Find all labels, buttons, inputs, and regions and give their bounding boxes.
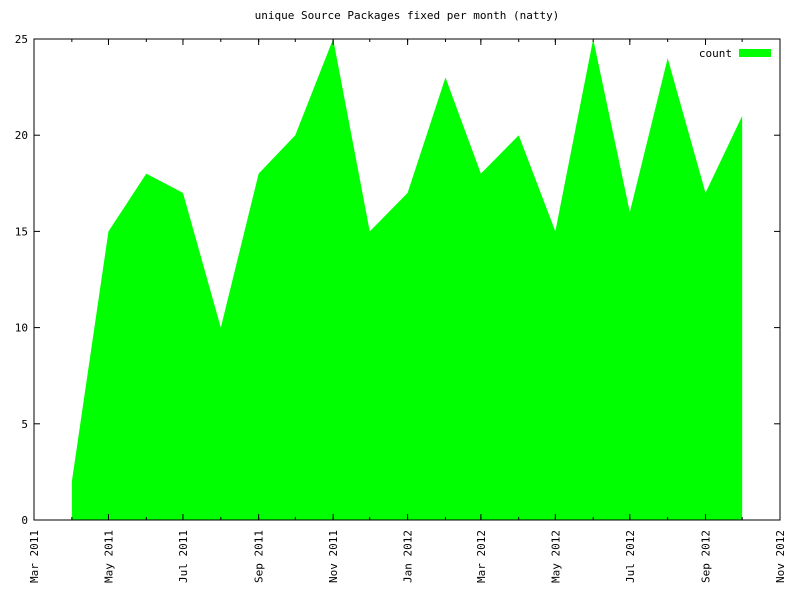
legend-swatch: [739, 49, 771, 57]
y-tick-label: 5: [21, 418, 28, 431]
x-tick-label: Mar 2012: [475, 530, 488, 583]
chart-title: unique Source Packages fixed per month (…: [255, 9, 560, 22]
area: [71, 39, 743, 520]
x-tick-label: Sep 2011: [253, 530, 266, 583]
y-tick-label: 15: [15, 225, 28, 238]
y-tick-label: 25: [15, 33, 28, 46]
x-tick-label: Jan 2012: [402, 530, 415, 583]
x-tick-label: Sep 2012: [700, 530, 713, 583]
x-tick-label: Nov 2011: [327, 530, 340, 583]
y-tick-label: 10: [15, 322, 28, 335]
x-tick-label: May 2012: [549, 530, 562, 583]
y-tick-label: 0: [21, 514, 28, 527]
x-tick-label: Jul 2012: [624, 530, 637, 583]
plot-border: [33, 38, 781, 521]
x-tick-label: Jul 2011: [177, 530, 190, 583]
x-tick-label: Nov 2012: [774, 530, 787, 583]
x-tick-label: May 2011: [102, 530, 115, 583]
legend-label: count: [699, 47, 732, 60]
y-tick-label: 20: [15, 129, 28, 142]
x-tick-label: Mar 2011: [28, 530, 41, 583]
